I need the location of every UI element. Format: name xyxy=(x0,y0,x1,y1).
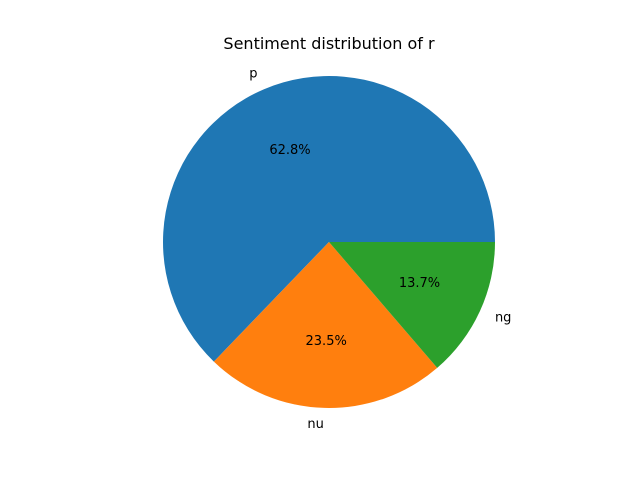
slice-label-p: p xyxy=(249,66,257,81)
slice-label-nu: nu xyxy=(307,417,323,432)
slice-percentage-ng: 13.7% xyxy=(399,276,440,291)
slice-label-ng: ng xyxy=(495,311,512,326)
chart-title: Sentiment distribution of r xyxy=(223,34,435,53)
slice-percentage-p: 62.8% xyxy=(269,143,310,158)
pie-slice-ng xyxy=(329,242,495,368)
pie-group: p 62.8% nu 23.5% ng 13.7% xyxy=(162,66,512,432)
slice-percentage-nu: 23.5% xyxy=(306,334,347,349)
pie-slice-p xyxy=(162,75,495,362)
pie-slice-nu xyxy=(213,242,438,408)
